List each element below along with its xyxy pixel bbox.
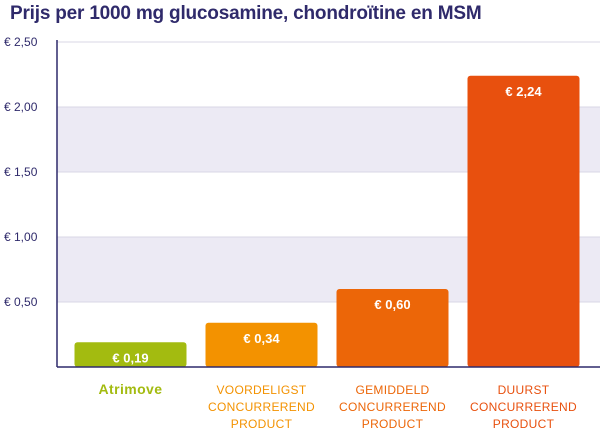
y-tick-label: € 1,50 (4, 165, 38, 179)
bar[interactable] (205, 322, 318, 367)
x-tick-label: VOORDELIGST (217, 383, 307, 397)
y-tick-label: € 2,00 (4, 100, 38, 114)
bar-value-label: € 0,19 (112, 350, 148, 365)
x-tick-label: DUURST (498, 383, 550, 397)
chart-title: Prijs per 1000 mg glucosamine, chondroït… (10, 3, 482, 24)
bar[interactable] (336, 289, 449, 367)
bar[interactable] (74, 342, 187, 367)
x-tick-label: CONCURREREND (208, 400, 315, 414)
y-tick-label: € 2,50 (4, 35, 38, 49)
x-tick-label: CONCURREREND (339, 400, 446, 414)
x-tick-label: CONCURREREND (470, 400, 577, 414)
x-tick-label: PRODUCT (362, 417, 424, 431)
y-tick-label: € 0,50 (4, 295, 38, 309)
y-tick-label: € 1,00 (4, 230, 38, 244)
x-tick-label: Atrimove (99, 381, 163, 397)
bar-value-label: € 2,24 (505, 84, 542, 99)
x-tick-label: PRODUCT (231, 417, 293, 431)
x-tick-label: GEMIDDELD (355, 383, 429, 397)
x-tick-label: PRODUCT (493, 417, 555, 431)
bar-value-label: € 0,60 (374, 297, 410, 312)
bar[interactable] (467, 75, 580, 368)
bar-value-label: € 0,34 (243, 331, 280, 346)
